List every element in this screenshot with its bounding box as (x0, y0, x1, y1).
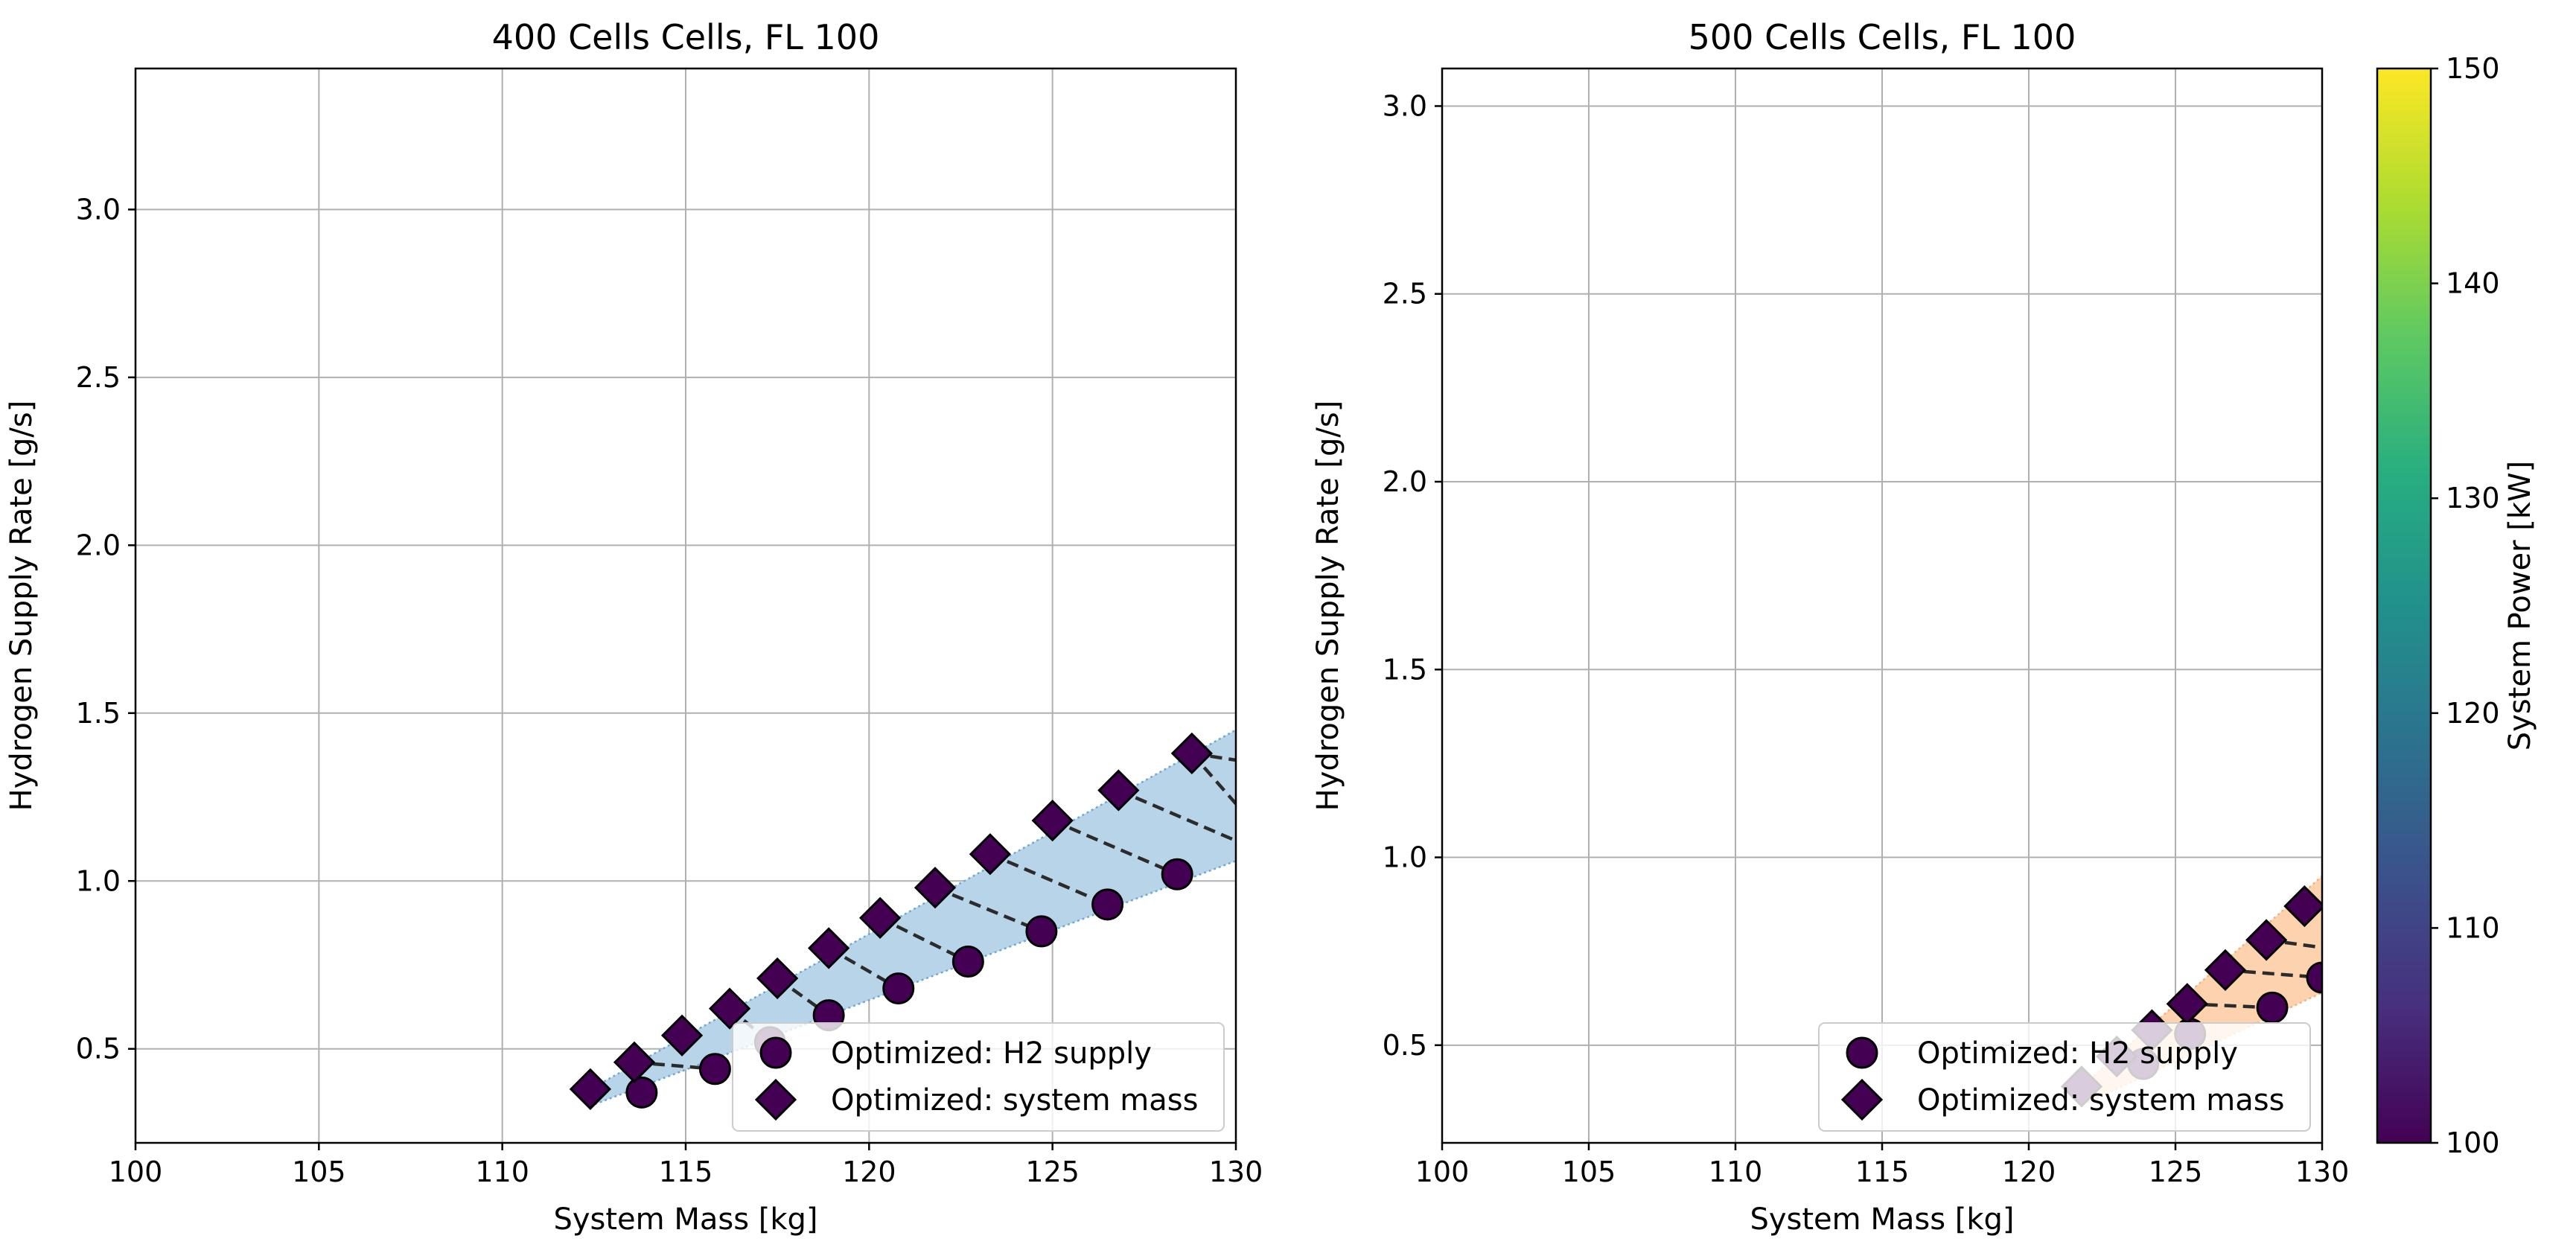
system-mass-point (808, 927, 850, 969)
system-mass-point (756, 957, 799, 1000)
h2-supply-point (1161, 858, 1193, 890)
system-mass-point (1031, 799, 1074, 842)
x-tick-label: 110 (475, 1156, 529, 1188)
x-axis-label: System Mass [kg] (1750, 1202, 2014, 1237)
h2-supply-point (698, 1053, 731, 1086)
h2-supply-point (882, 972, 915, 1005)
x-tick-label: 120 (842, 1156, 896, 1188)
h2-supply-point (951, 945, 984, 978)
h2-supply-point (1091, 888, 1124, 921)
legend: Optimized: H2 supply Optimized: system m… (1818, 1022, 2311, 1132)
y-tick-label: 3.0 (76, 193, 121, 226)
x-tick-label: 110 (1709, 1156, 1763, 1188)
connector-line (989, 852, 1109, 906)
system-mass-point (613, 1041, 656, 1083)
system-mass-point (2283, 885, 2322, 928)
system-mass-point (2204, 949, 2247, 992)
colorbar-tick-label: 130 (2446, 482, 2500, 514)
colorbar-tick-label: 100 (2446, 1126, 2500, 1159)
x-tick-label: 115 (1855, 1156, 1910, 1188)
y-tick-label: 2.5 (1383, 278, 1427, 310)
colorbar-tick-label: 110 (2446, 911, 2500, 944)
x-tick-label: 105 (292, 1156, 346, 1188)
y-axis-label: Hydrogen Supply Rate [g/s] (4, 401, 39, 812)
y-tick-label: 1.5 (76, 697, 121, 730)
legend-label-system-mass: Optimized: system mass (1917, 1083, 2284, 1118)
connector-line (1118, 788, 1236, 843)
system-mass-point (2245, 919, 2288, 961)
legend-circle-marker (759, 1036, 792, 1069)
y-axis-label: Hydrogen Supply Rate [g/s] (1311, 401, 1345, 812)
h2-supply-point (2256, 991, 2289, 1024)
chart-title: 500 Cells Cells, FL 100 (1689, 17, 2076, 57)
colorbar-label: System Power [kW] (2503, 461, 2537, 750)
x-tick-label: 100 (1415, 1156, 1470, 1188)
legend-diamond-marker (754, 1078, 797, 1121)
legend-circle-marker (1846, 1036, 1878, 1069)
connector-line (879, 916, 969, 963)
connector-line (1051, 819, 1179, 876)
connector-line (934, 886, 1042, 933)
x-tick-label: 100 (109, 1156, 163, 1188)
system-mass-point (858, 896, 902, 939)
x-tick-label: 105 (1562, 1156, 1616, 1188)
legend-box (732, 1022, 1225, 1132)
chart-title: 400 Cells Cells, FL 100 (492, 17, 880, 57)
y-tick-label: 1.0 (76, 864, 121, 897)
left-chart: 100 105 110 115 120 125 1300.51.01.52.02.53.0 … (4, 17, 1263, 1237)
connector-line (2225, 968, 2322, 980)
h2-supply-point (2306, 961, 2322, 994)
right-chart: 100 105 110 115 120 125 1300.51.01.52.02.53.0 … (1311, 17, 2349, 1237)
x-tick-label: 120 (2002, 1156, 2056, 1188)
y-tick-label: 2.0 (76, 529, 121, 561)
x-tick-label: 115 (659, 1156, 713, 1188)
connector-line (2187, 1002, 2273, 1010)
confidence-band (589, 728, 1236, 1108)
system-mass-point (708, 987, 751, 1030)
legend-label-h2-supply: Optimized: H2 supply (831, 1036, 1152, 1071)
colorbar: 100 110 120 130 140 150 System Power [kW] (2376, 52, 2537, 1159)
legend-box (1818, 1022, 2311, 1132)
x-tick-label: 130 (2295, 1156, 2350, 1188)
x-tick-label: 125 (1025, 1156, 1080, 1188)
system-mass-point (569, 1068, 612, 1110)
y-tick-label: 1.0 (1383, 841, 1427, 874)
h2-supply-point (625, 1076, 658, 1109)
colorbar-tick-label: 150 (2446, 52, 2500, 85)
system-mass-point (660, 1014, 704, 1056)
y-tick-label: 0.5 (1383, 1029, 1427, 1062)
system-mass-point (969, 833, 1012, 876)
x-tick-label: 130 (1209, 1156, 1263, 1188)
y-tick-label: 0.5 (76, 1033, 121, 1065)
y-tick-label: 3.0 (1383, 89, 1427, 122)
system-mass-point (1097, 769, 1140, 812)
colorbar-gradient (2376, 67, 2432, 1144)
h2-supply-point (1025, 915, 1058, 948)
x-tick-label: 125 (2149, 1156, 2203, 1188)
legend-diamond-marker (1840, 1078, 1884, 1121)
colorbar-tick-label: 140 (2446, 267, 2500, 300)
legend: Optimized: H2 supply Optimized: system m… (732, 1022, 1225, 1132)
legend-label-h2-supply: Optimized: H2 supply (1917, 1036, 2238, 1071)
y-tick-label: 2.5 (76, 361, 121, 394)
colorbar-tick-label: 120 (2446, 697, 2500, 730)
y-tick-label: 1.5 (1383, 653, 1427, 686)
legend-label-system-mass: Optimized: system mass (831, 1083, 1198, 1118)
system-mass-point (914, 867, 957, 909)
x-axis-label: System Mass [kg] (553, 1202, 817, 1237)
system-mass-point (1170, 732, 1214, 775)
y-tick-label: 2.0 (1383, 465, 1427, 498)
